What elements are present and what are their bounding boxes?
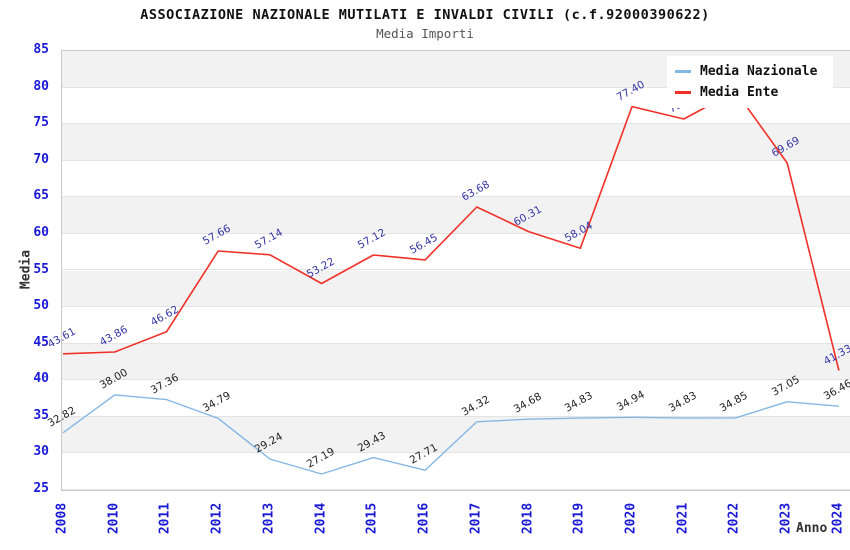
grid-band [62,343,850,381]
legend-item-label: Media Nazionale [700,64,818,79]
y-tick-label: 70 [33,151,49,167]
legend-line-swatch-icon [675,91,691,94]
plot-area [61,50,850,491]
x-tick-label: 2019 [571,502,587,535]
grid-band [62,453,850,490]
x-tick-label: 2014 [313,502,329,535]
grid-band [62,416,850,454]
y-tick-label: 45 [33,334,49,350]
x-tick-label: 2013 [261,502,277,535]
grid-band [62,160,850,198]
x-tick-label: 2020 [623,502,639,535]
x-tick-label: 2023 [778,502,794,535]
y-tick-label: 35 [33,407,49,423]
grid-band [62,307,850,344]
y-tick-label: 85 [33,42,49,57]
x-tick-label: 2012 [209,502,225,535]
grid-band [62,380,850,417]
y-tick-label: 50 [33,298,49,314]
y-tick-label: 60 [33,224,49,240]
grid-band [62,124,850,161]
x-tick-label: 2011 [157,502,173,535]
legend-item-label: Media Ente [700,85,779,100]
legend-item-media-ente[interactable]: Media Ente [675,82,827,103]
y-tick-label: 25 [33,481,49,496]
line-media-nazionale [62,394,839,475]
legend-line-swatch-icon [675,70,691,73]
y-tick-label: 75 [33,115,49,131]
x-tick-label: 2016 [416,502,432,535]
x-tick-label: 2010 [106,502,122,535]
y-tick-label: 30 [33,444,49,460]
grid-band [62,233,850,271]
x-tick-label: 2022 [726,502,742,535]
chart-subtitle: Media Importi [376,26,474,41]
y-axis-title: Media [18,249,34,290]
y-tick-label: 80 [33,78,49,94]
x-tick-label: 2015 [364,502,380,535]
x-tick-label: 2024 [830,502,846,535]
y-tick-label: 40 [33,371,49,387]
legend: Media Nazionale Media Ente [667,56,833,108]
x-tick-label: 2018 [520,502,536,535]
chart-title: ASSOCIAZIONE NAZIONALE MUTILATI E INVALD… [140,7,710,23]
x-tick-label: 2021 [675,502,691,535]
x-tick-label: 2017 [468,502,484,535]
y-tick-label: 65 [33,188,49,204]
legend-item-media-nazionale[interactable]: Media Nazionale [675,61,827,82]
x-tick-label: 2008 [54,502,70,535]
y-tick-label: 55 [33,261,49,277]
x-axis-title: Anno [796,521,828,536]
